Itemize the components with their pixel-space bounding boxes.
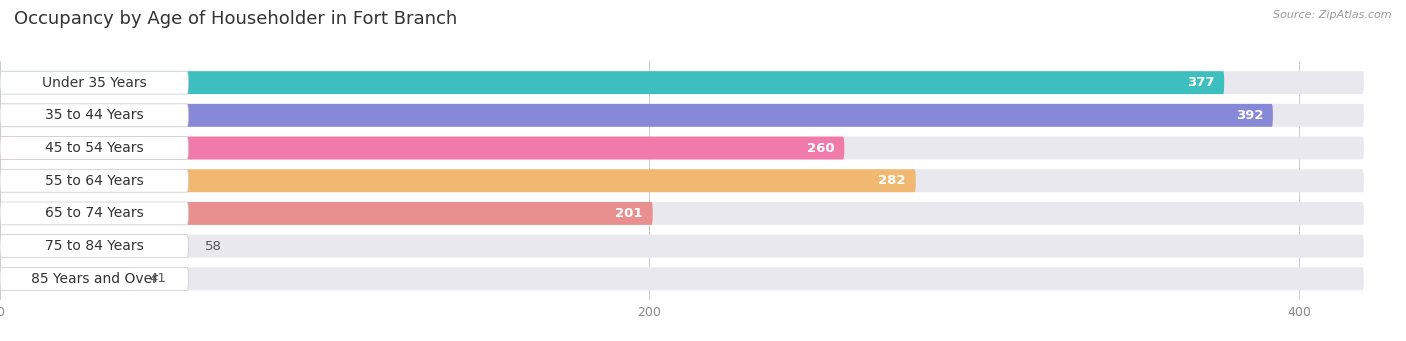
Text: 55 to 64 Years: 55 to 64 Years xyxy=(45,174,143,188)
FancyBboxPatch shape xyxy=(0,267,134,290)
FancyBboxPatch shape xyxy=(0,235,1364,257)
FancyBboxPatch shape xyxy=(0,137,1364,160)
FancyBboxPatch shape xyxy=(0,235,188,257)
Text: 35 to 44 Years: 35 to 44 Years xyxy=(45,108,143,122)
FancyBboxPatch shape xyxy=(0,169,915,192)
FancyBboxPatch shape xyxy=(0,137,844,160)
Text: 41: 41 xyxy=(149,272,166,285)
Text: 85 Years and Over: 85 Years and Over xyxy=(31,272,157,286)
FancyBboxPatch shape xyxy=(0,235,188,257)
Text: 201: 201 xyxy=(616,207,643,220)
Text: Source: ZipAtlas.com: Source: ZipAtlas.com xyxy=(1274,10,1392,20)
FancyBboxPatch shape xyxy=(0,169,1364,192)
FancyBboxPatch shape xyxy=(0,104,1364,127)
Text: 260: 260 xyxy=(807,142,835,154)
Text: Occupancy by Age of Householder in Fort Branch: Occupancy by Age of Householder in Fort … xyxy=(14,10,457,28)
FancyBboxPatch shape xyxy=(0,202,1364,225)
Text: 45 to 54 Years: 45 to 54 Years xyxy=(45,141,143,155)
FancyBboxPatch shape xyxy=(0,71,1225,94)
Text: 75 to 84 Years: 75 to 84 Years xyxy=(45,239,143,253)
FancyBboxPatch shape xyxy=(0,104,188,127)
FancyBboxPatch shape xyxy=(0,104,1272,127)
FancyBboxPatch shape xyxy=(0,202,652,225)
Text: 65 to 74 Years: 65 to 74 Years xyxy=(45,206,143,220)
Text: 282: 282 xyxy=(879,174,905,187)
FancyBboxPatch shape xyxy=(0,137,188,160)
Text: 58: 58 xyxy=(205,240,222,253)
Text: 377: 377 xyxy=(1187,76,1215,89)
FancyBboxPatch shape xyxy=(0,267,1364,290)
FancyBboxPatch shape xyxy=(0,71,1364,94)
FancyBboxPatch shape xyxy=(0,169,188,192)
FancyBboxPatch shape xyxy=(0,267,188,290)
Text: Under 35 Years: Under 35 Years xyxy=(42,76,146,90)
FancyBboxPatch shape xyxy=(0,71,188,94)
FancyBboxPatch shape xyxy=(0,202,188,225)
Text: 392: 392 xyxy=(1236,109,1263,122)
